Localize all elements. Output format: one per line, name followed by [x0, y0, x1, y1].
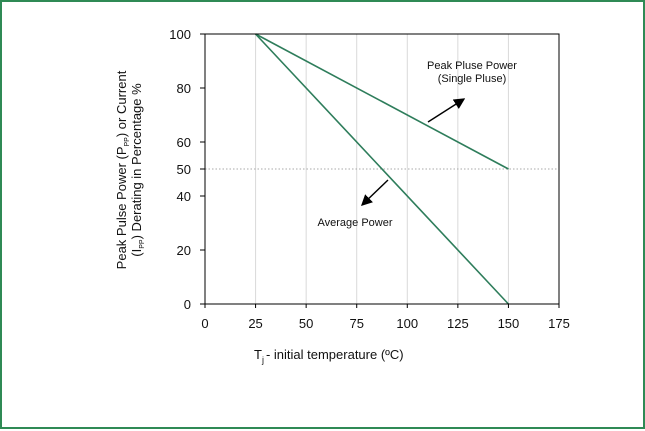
y-axis-label-line2: (IPP) Derating in Percentage % — [129, 83, 146, 257]
x-tick-labels: 0 25 50 75 100 125 150 175 — [201, 316, 569, 331]
series-group — [254, 33, 510, 305]
annotation-average-arrow — [360, 179, 389, 206]
y-axis-label-line2-sub: PP — [139, 239, 146, 249]
x-tick-label-125: 125 — [447, 316, 469, 331]
y-axis-label-line1: Peak Pulse Power (PPP) or Current — [114, 70, 131, 269]
y-tick-label-60: 60 — [177, 135, 191, 150]
y-axis-label-line1-pre: Peak Pulse Power (P — [114, 146, 129, 269]
series-line-1 — [254, 33, 510, 305]
x-axis-label-sub: j — [261, 355, 264, 365]
x-tick-label-100: 100 — [396, 316, 418, 331]
y-axis-label-line2-post: ) Derating in Percentage % — [129, 83, 144, 240]
annotation-peak-arrow — [427, 98, 466, 123]
annotation-average-line-0: Average Power — [317, 217, 392, 229]
y-tick-label-100: 100 — [169, 27, 191, 42]
y-axis-label-line2-pre: (I — [129, 249, 144, 257]
y-tick-label-40: 40 — [177, 189, 191, 204]
x-tick-label-50: 50 — [299, 316, 313, 331]
y-axis-label-line1-post: ) or Current — [114, 70, 129, 137]
y-axis-label-line1-sub: PP — [124, 137, 131, 147]
x-tick-label-75: 75 — [349, 316, 363, 331]
x-tick-label-25: 25 — [248, 316, 262, 331]
y-tick-label-50: 50 — [177, 162, 191, 177]
x-axis-label: Tj - initial temperature (ºC) — [254, 347, 404, 365]
x-tick-label-0: 0 — [201, 316, 208, 331]
annotations: Peak Pluse Power(Single Pluse) Average Po… — [317, 60, 517, 229]
series-line-0 — [255, 33, 509, 170]
x-axis-label-rest: - initial temperature (ºC) — [266, 347, 404, 362]
x-axis-label-main: T — [254, 347, 262, 362]
y-tick-label-80: 80 — [177, 81, 191, 96]
y-tick-labels: 0 20 40 50 60 80 100 — [169, 27, 191, 312]
annotation-peak-line-0: Peak Pluse Power — [427, 60, 517, 72]
y-tick-label-0: 0 — [184, 297, 191, 312]
annotation-peak-line-1: (Single Pluse) — [438, 73, 506, 85]
x-tick-label-175: 175 — [548, 316, 570, 331]
x-tick-label-150: 150 — [498, 316, 520, 331]
axes-group — [200, 33, 560, 308]
y-tick-label-20: 20 — [177, 243, 191, 258]
